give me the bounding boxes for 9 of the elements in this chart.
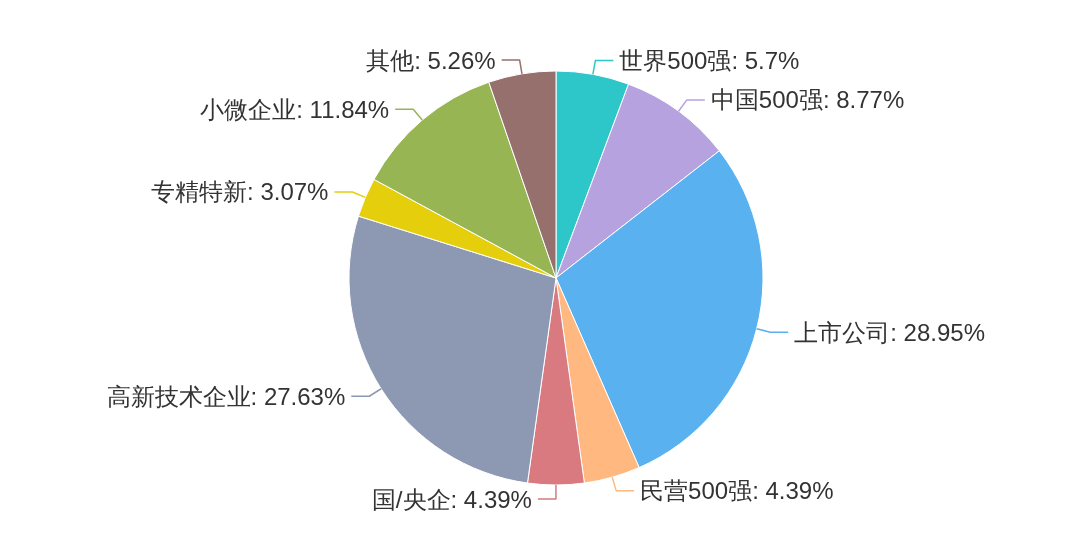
slice-label: 民营500强: 4.39% bbox=[640, 477, 834, 505]
slice-label: 中国500强: 8.77% bbox=[710, 86, 905, 114]
slice-label: 国/央企: 4.39% bbox=[371, 485, 532, 513]
slice-label: 其他: 5.26% bbox=[366, 46, 496, 74]
slice-label: 上市公司: 28.95% bbox=[794, 318, 985, 346]
slice-label: 专精特新: 3.07% bbox=[151, 178, 329, 206]
slice-label: 高新技术企业: 27.63% bbox=[106, 382, 346, 410]
slice-label: 小微企业: 11.84% bbox=[200, 95, 390, 123]
slice-label: 世界500强: 5.7% bbox=[619, 47, 800, 75]
